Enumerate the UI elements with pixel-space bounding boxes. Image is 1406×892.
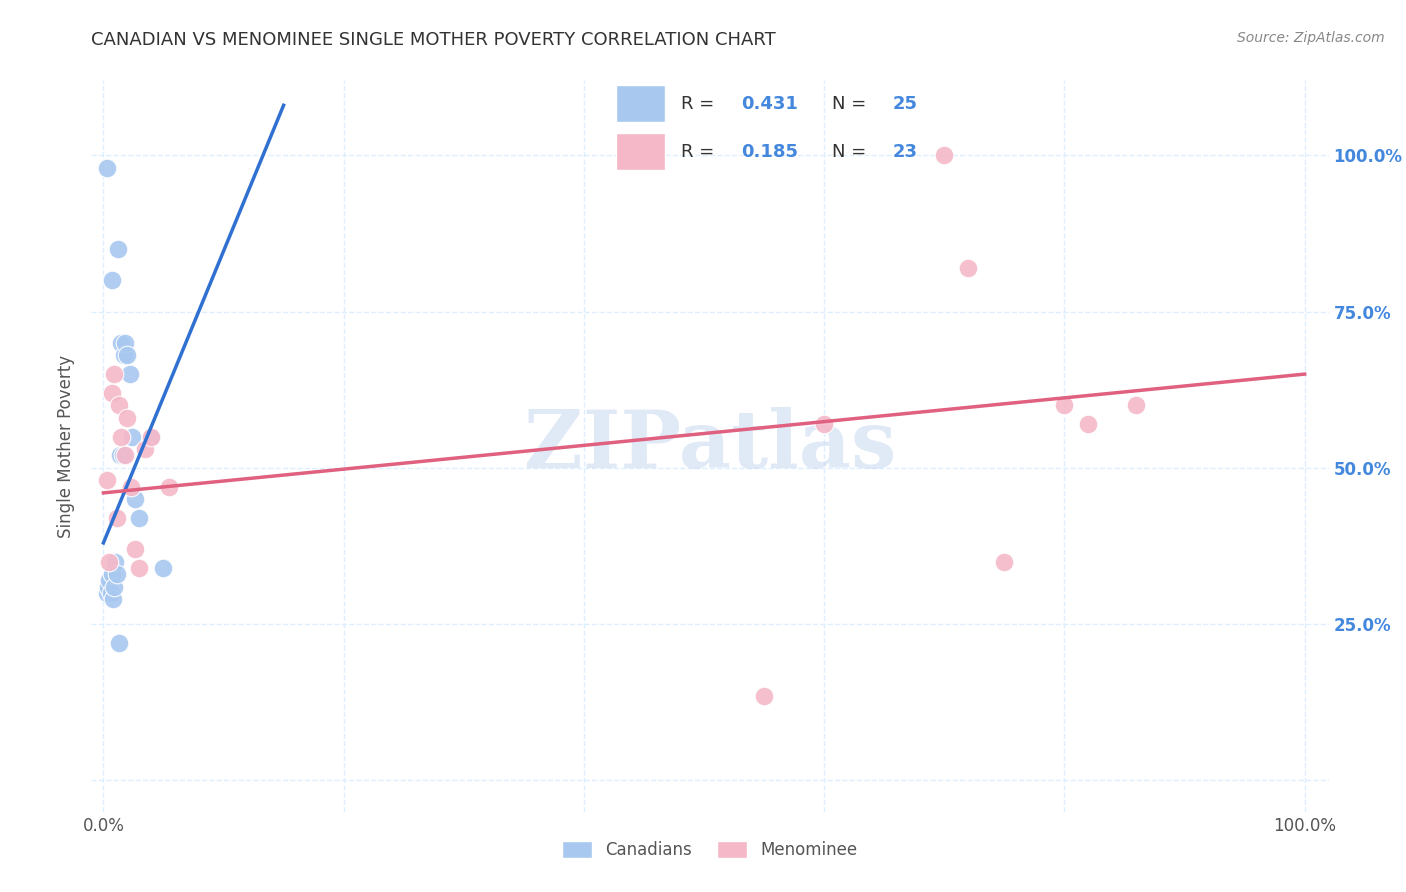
Point — [141, 429, 163, 443]
Point — [100, 586, 122, 600]
Point — [101, 273, 124, 287]
FancyBboxPatch shape — [616, 133, 665, 170]
Point — [112, 348, 135, 362]
Point — [128, 511, 150, 525]
Point — [103, 367, 125, 381]
Point — [107, 242, 129, 256]
Point — [96, 586, 118, 600]
Point — [111, 449, 134, 463]
Point — [96, 474, 118, 488]
Legend: Canadians, Menominee: Canadians, Menominee — [555, 834, 865, 865]
Y-axis label: Single Mother Poverty: Single Mother Poverty — [58, 354, 76, 538]
Point — [101, 385, 124, 400]
Point — [114, 335, 136, 350]
Point — [1077, 417, 1099, 431]
Point — [110, 449, 132, 463]
Point — [957, 260, 980, 275]
Point — [110, 429, 132, 443]
Text: 0.431: 0.431 — [741, 95, 799, 112]
Point — [98, 574, 121, 588]
Text: R =: R = — [681, 143, 720, 161]
Point — [152, 561, 174, 575]
Text: R =: R = — [681, 95, 720, 112]
Point — [124, 492, 146, 507]
Point — [117, 348, 139, 362]
Point — [104, 555, 127, 569]
Point — [121, 429, 143, 443]
Point — [97, 580, 120, 594]
Text: ZIPatlas: ZIPatlas — [524, 407, 896, 485]
Point — [124, 542, 146, 557]
Text: 0.185: 0.185 — [741, 143, 799, 161]
Point — [105, 567, 128, 582]
Text: N =: N = — [832, 95, 872, 112]
Point — [1125, 398, 1147, 412]
Point — [1053, 398, 1076, 412]
Text: 23: 23 — [893, 143, 918, 161]
Point — [128, 561, 150, 575]
Point — [110, 335, 132, 350]
Point — [105, 511, 128, 525]
Point — [114, 449, 136, 463]
Point — [159, 480, 181, 494]
Point — [813, 417, 835, 431]
Point — [101, 592, 124, 607]
Text: Source: ZipAtlas.com: Source: ZipAtlas.com — [1237, 31, 1385, 45]
Point — [118, 367, 141, 381]
Text: 25: 25 — [893, 95, 918, 112]
Point — [141, 429, 163, 443]
Point — [752, 689, 775, 703]
Point — [117, 410, 139, 425]
Text: CANADIAN VS MENOMINEE SINGLE MOTHER POVERTY CORRELATION CHART: CANADIAN VS MENOMINEE SINGLE MOTHER POVE… — [91, 31, 776, 49]
Point — [934, 148, 956, 162]
Text: N =: N = — [832, 143, 872, 161]
FancyBboxPatch shape — [616, 85, 665, 122]
Point — [101, 567, 124, 582]
Point — [103, 580, 125, 594]
Point — [108, 398, 131, 412]
Point — [993, 555, 1015, 569]
Point — [134, 442, 156, 457]
Point — [108, 636, 131, 650]
Point — [98, 555, 121, 569]
Point — [120, 480, 142, 494]
Point — [96, 161, 118, 175]
